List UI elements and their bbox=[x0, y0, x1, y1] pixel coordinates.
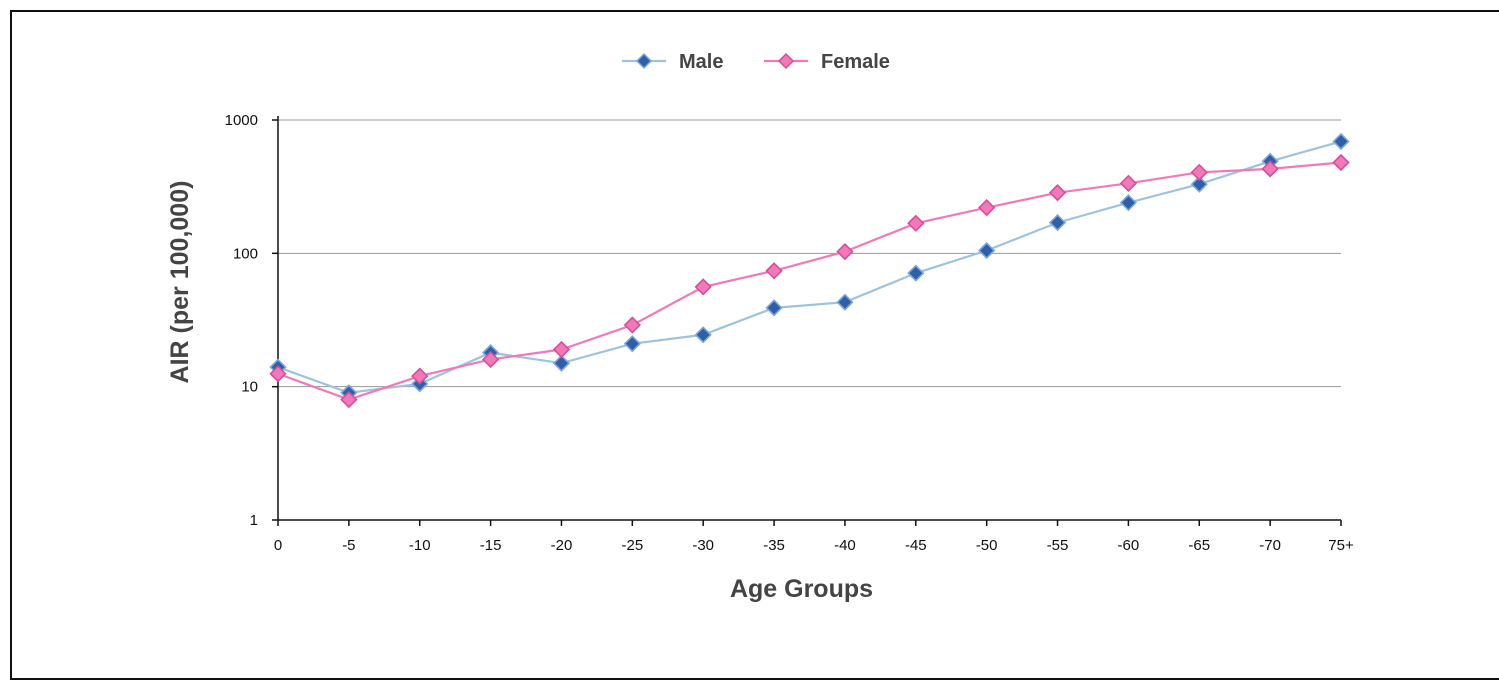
legend-label: Male bbox=[679, 51, 723, 73]
data-point bbox=[1048, 213, 1067, 232]
data-point bbox=[1048, 184, 1067, 202]
legend-marker bbox=[635, 52, 653, 70]
x-tick-label: -45 bbox=[905, 537, 927, 554]
x-axis-title: Age Groups bbox=[730, 575, 873, 603]
x-tick-label: -35 bbox=[763, 537, 785, 554]
data-point bbox=[694, 326, 712, 344]
data-point bbox=[1332, 132, 1350, 151]
x-tick-label: -5 bbox=[342, 537, 355, 554]
legend-item-female: Female bbox=[764, 51, 890, 73]
data-point bbox=[765, 299, 783, 317]
data-point bbox=[340, 390, 358, 409]
series-line bbox=[277, 140, 1342, 394]
data-point bbox=[552, 354, 571, 372]
y-tick-label: 100 bbox=[233, 245, 258, 262]
data-point bbox=[623, 316, 641, 334]
series-female bbox=[269, 153, 1350, 409]
series bbox=[269, 132, 1350, 409]
data-point bbox=[836, 293, 854, 311]
x-tick-label: -10 bbox=[409, 537, 431, 554]
x-tick-label: 0 bbox=[274, 537, 282, 554]
x-tick-label: -70 bbox=[1259, 537, 1281, 554]
data-point bbox=[1261, 160, 1279, 178]
data-point bbox=[1190, 175, 1208, 193]
x-tick-labels: 0 -5 -10 -15 -20 -25 -30 -35 -40 -45 -50 -55 -60 -65 -… bbox=[274, 520, 1354, 554]
data-point bbox=[1119, 194, 1138, 212]
data-point bbox=[765, 262, 783, 280]
data-point bbox=[1332, 153, 1350, 172]
x-tick-label: -15 bbox=[480, 537, 502, 554]
x-tick-label: -55 bbox=[1047, 537, 1069, 554]
x-tick-label: -40 bbox=[834, 537, 856, 554]
data-point bbox=[1119, 174, 1138, 192]
x-tick-label: 75+ bbox=[1328, 537, 1354, 554]
data-point bbox=[907, 214, 925, 232]
legend: Male Female bbox=[622, 51, 890, 73]
x-tick-label: -65 bbox=[1188, 537, 1210, 554]
data-point bbox=[269, 365, 287, 383]
data-point bbox=[694, 278, 712, 296]
data-point bbox=[481, 350, 500, 369]
y-tick-label: 1000 bbox=[225, 112, 258, 129]
axes bbox=[277, 116, 1341, 521]
legend-item-male: Male bbox=[622, 51, 723, 73]
data-point bbox=[1190, 163, 1208, 181]
data-point bbox=[623, 335, 641, 353]
y-tick-label: 1 bbox=[250, 512, 258, 529]
x-tick-label: -30 bbox=[692, 537, 714, 554]
data-point bbox=[552, 340, 571, 359]
data-point bbox=[411, 367, 429, 385]
data-point bbox=[907, 264, 925, 282]
x-tick-label: -25 bbox=[621, 537, 643, 554]
series-line bbox=[277, 161, 1342, 401]
chart-frame: 1 10 100 1000 0 -5 -10 -15 -20 -25 -30 -35 -40 -45 -5… bbox=[10, 10, 1499, 680]
x-tick-label: -50 bbox=[976, 537, 998, 554]
data-point bbox=[978, 199, 996, 217]
x-tick-label: -20 bbox=[551, 537, 573, 554]
line-chart: 1 10 100 1000 0 -5 -10 -15 -20 -25 -30 -35 -40 -45 -5… bbox=[166, 51, 1354, 603]
y-tick-labels: 1 10 100 1000 bbox=[225, 112, 278, 529]
data-point bbox=[836, 242, 854, 261]
x-tick-label: -60 bbox=[1118, 537, 1140, 554]
legend-label: Female bbox=[821, 51, 890, 73]
gridlines bbox=[278, 119, 1341, 388]
data-point bbox=[978, 241, 996, 260]
y-tick-label: 10 bbox=[241, 379, 258, 396]
y-axis-title: AIR (per 100,000) bbox=[166, 181, 194, 384]
legend-marker bbox=[777, 52, 795, 70]
